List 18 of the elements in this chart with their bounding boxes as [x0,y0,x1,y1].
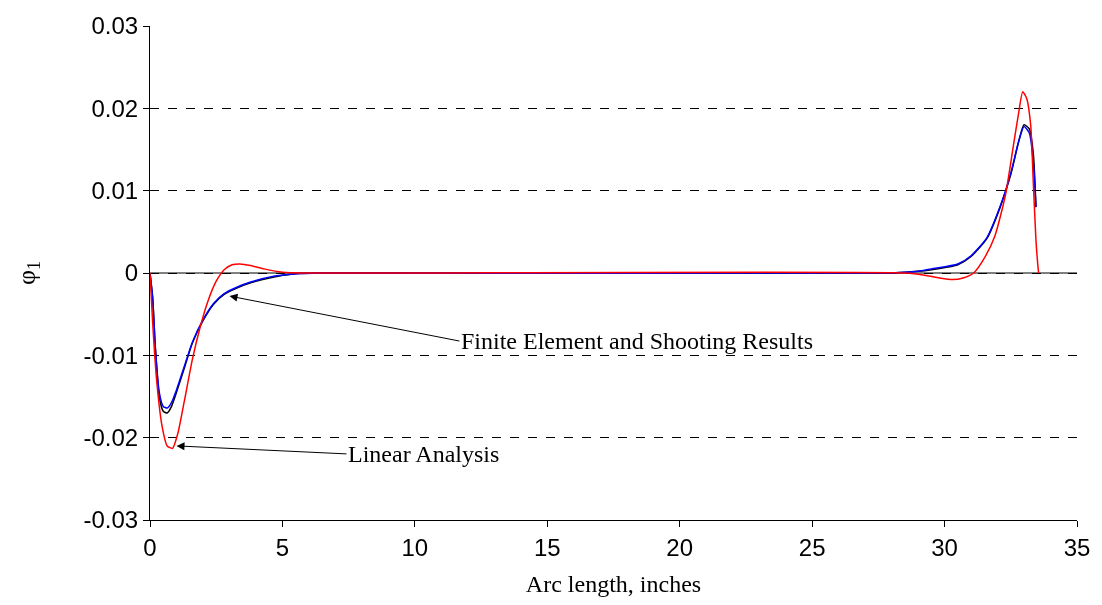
annotation: Linear Analysis [348,441,500,467]
y-tick-label: 0 [124,259,139,287]
x-axis-title: Arc length, inches [525,571,702,598]
x-tick-label: 10 [401,533,429,561]
y-tick-label: 0.03 [91,12,139,40]
annotation: Finite Element and Shooting Results [461,328,813,354]
x-tick-label: 35 [1063,533,1091,561]
y-tick-label: -0.01 [83,341,139,369]
x-tick-label: 30 [931,533,958,561]
y-tick-label: -0.02 [83,424,139,452]
y-tick-label: 0.02 [91,94,139,122]
x-tick-label: 15 [533,533,561,561]
y-tick-label: -0.03 [83,506,139,534]
y-tick-label: 0.01 [91,177,139,205]
x-tick-label: 20 [666,533,694,561]
x-tick-label: 5 [275,533,290,561]
x-tick-label: 25 [798,533,826,561]
x-tick-label: 0 [143,533,157,561]
